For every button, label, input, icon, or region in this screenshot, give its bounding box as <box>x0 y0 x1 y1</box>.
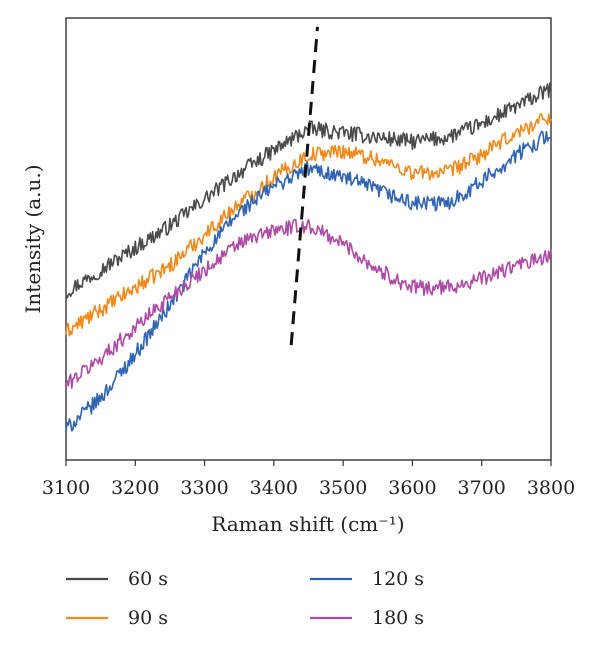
x-tick-label: 3200 <box>111 477 159 499</box>
y-axis-title: Intensity (a.u.) <box>21 164 45 313</box>
legend-label: 60 s <box>128 568 168 590</box>
legend-label: 90 s <box>128 607 168 629</box>
legend-label: 120 s <box>372 568 424 590</box>
series-line <box>65 218 552 389</box>
x-axis-title: Raman shift (cm⁻¹) <box>211 512 404 536</box>
x-tick-label: 3400 <box>250 477 298 499</box>
x-axis-ticks: 3100 3200 3300 3400 3500 3600 3700 3800 <box>42 460 575 499</box>
series-line <box>65 112 552 337</box>
x-tick-label: 3100 <box>42 477 90 499</box>
peak-shift-dashed-line <box>289 26 320 346</box>
legend-label: 180 s <box>372 607 424 629</box>
annotation-layer <box>289 26 320 346</box>
x-tick-label: 3600 <box>388 477 436 499</box>
x-tick-label: 3300 <box>180 477 228 499</box>
x-tick-label: 3500 <box>319 477 367 499</box>
series-line <box>65 130 552 432</box>
legend: 60 s 90 s 120 s 180 s <box>66 568 424 629</box>
x-tick-label: 3800 <box>527 477 575 499</box>
plot-frame <box>65 17 552 461</box>
x-tick-label: 3700 <box>458 477 506 499</box>
